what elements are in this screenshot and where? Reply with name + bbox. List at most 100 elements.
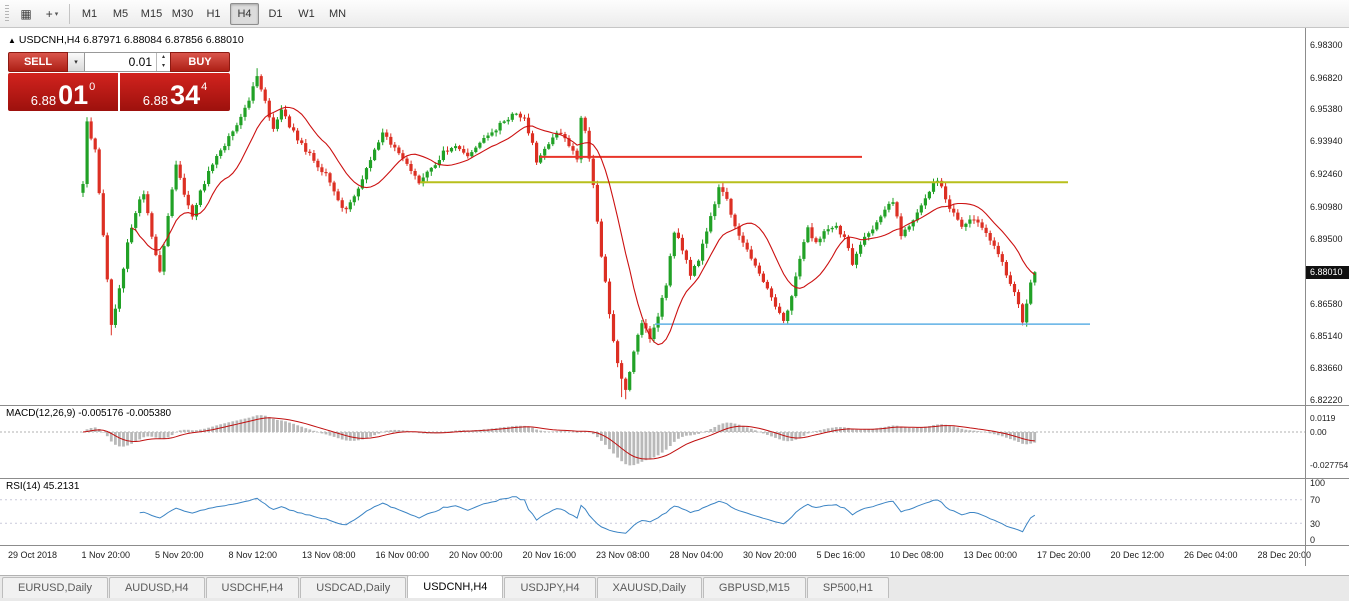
ask-price-sup: 4	[201, 81, 208, 93]
panel-separator[interactable]	[0, 405, 1349, 406]
panel-separator	[0, 545, 1349, 546]
chart-ohlc-title: ▲ USDCNH,H4 6.87971 6.88084 6.87856 6.880…	[8, 34, 244, 46]
panel-separator[interactable]	[0, 478, 1349, 479]
tab-usdcad-daily[interactable]: USDCAD,Daily	[300, 577, 407, 598]
time-label: 10 Dec 08:00	[890, 550, 944, 560]
time-label: 13 Nov 08:00	[302, 550, 356, 560]
volume-down-button[interactable]: ▾	[161, 63, 165, 69]
crosshair-icon[interactable]: + ▾	[39, 2, 65, 25]
bid-quote[interactable]: 6.88 01 0	[8, 73, 118, 111]
time-label: 13 Dec 00:00	[963, 550, 1018, 560]
candlestick-chart[interactable]	[0, 28, 1305, 405]
one-click-trade-widget: SELL ▾ 0.01 ▴ ▾ BUY 6.88 01 0 6.88 34 4	[8, 52, 230, 111]
tab-usdchf-h4[interactable]: USDCHF,H4	[205, 577, 300, 598]
time-label: 26 Dec 04:00	[1184, 550, 1238, 560]
buy-button[interactable]: BUY	[170, 52, 230, 72]
time-label: 29 Oct 2018	[8, 550, 58, 560]
timeframe-button-m30[interactable]: M30	[171, 7, 194, 20]
price-axis-label: 6.90980	[1310, 201, 1343, 212]
toolbar-separator	[69, 3, 70, 24]
volume-dropdown-button[interactable]: ▾	[68, 52, 85, 72]
macd-axis: 0.0119 0.00 -0.027754	[1306, 405, 1349, 478]
tab-sp500-h1[interactable]: SP500,H1	[806, 577, 889, 598]
time-label: 23 Nov 08:00	[596, 550, 650, 560]
price-axis-label: 6.82220	[1310, 395, 1343, 405]
top-toolbar: ▦ + ▾ M1 M5 M15 M30 H1 H4 D1 W1 MN	[0, 0, 1349, 28]
timeframe-button-h1[interactable]: H1	[206, 7, 221, 20]
macd-axis-label: 0.0119	[1310, 412, 1336, 423]
bid-price-sup: 0	[89, 81, 96, 93]
price-chart-panel[interactable]: ▲ USDCNH,H4 6.87971 6.88084 6.87856 6.880…	[0, 28, 1349, 405]
macd-axis-label: -0.027754	[1310, 460, 1349, 470]
tab-usdcnh-h4[interactable]: USDCNH,H4	[407, 575, 504, 598]
time-label: 20 Nov 16:00	[522, 550, 577, 560]
rsi-axis-label: 70	[1310, 495, 1321, 506]
bid-price-small: 6.88	[30, 93, 57, 108]
ask-price-big: 34	[170, 80, 201, 110]
timeframe-button-d1[interactable]: D1	[268, 7, 283, 20]
current-price-tag: 6.88010	[1306, 265, 1349, 279]
timeframe-button-m15[interactable]: M15	[140, 7, 163, 20]
volume-field[interactable]: 0.01 ▴ ▾	[85, 52, 170, 72]
chevron-down-icon: ▾	[54, 10, 59, 18]
price-axis-label: 6.86580	[1310, 298, 1343, 309]
rsi-label: RSI(14) 45.2131	[6, 481, 80, 492]
toolbar-drag-handle[interactable]	[5, 4, 9, 23]
rsi-line	[139, 496, 1036, 534]
time-label: 20 Nov 00:00	[449, 550, 503, 560]
rsi-chart[interactable]	[0, 478, 1305, 545]
timeframe-button-w1[interactable]: W1	[298, 7, 315, 20]
time-label: 1 Nov 20:00	[81, 550, 131, 560]
time-label: 28 Nov 04:00	[669, 550, 724, 560]
bid-price-big: 01	[58, 80, 89, 110]
time-label: 16 Nov 00:00	[375, 550, 430, 560]
timeframe-button-m5[interactable]: M5	[112, 7, 129, 20]
time-axis[interactable]: 29 Oct 2018 1 Nov 20:00 5 Nov 20:00 8 Nov 1…	[0, 546, 1349, 566]
rsi-axis: 100 70 30 0	[1306, 478, 1349, 545]
time-label: 8 Nov 12:00	[228, 550, 278, 560]
macd-chart[interactable]	[0, 405, 1305, 478]
timeframe-button-h4[interactable]: H4	[230, 2, 259, 25]
price-axis-label: 6.96820	[1310, 72, 1343, 83]
tab-gbpusd-m15[interactable]: GBPUSD,M15	[702, 577, 806, 598]
timeframe-button-mn[interactable]: MN	[328, 7, 347, 20]
rsi-axis-label: 30	[1310, 518, 1321, 529]
price-axis-label: 6.95380	[1310, 104, 1343, 115]
rsi-axis-label: 100	[1310, 478, 1326, 488]
tab-audusd-h4[interactable]: AUDUSD,H4	[108, 577, 205, 598]
price-axis-label: 6.83660	[1310, 363, 1343, 374]
time-label: 5 Nov 20:00	[155, 550, 204, 560]
timeframe-button-m1[interactable]: M1	[81, 7, 98, 20]
price-axis-label: 6.85140	[1310, 330, 1343, 341]
axis-separator	[1305, 28, 1306, 566]
ask-price-small: 6.88	[142, 93, 169, 108]
macd-axis-label: 0.00	[1310, 427, 1327, 437]
time-label: 30 Nov 20:00	[743, 550, 797, 560]
tab-xauusd-daily[interactable]: XAUUSD,Daily	[596, 577, 702, 598]
timeframe-group: M1 M5 M15 M30 H1 H4 D1 W1 MN	[74, 2, 353, 25]
macd-label: MACD(12,26,9) -0.005176 -0.005380	[6, 408, 172, 419]
volume-value[interactable]: 0.01	[128, 55, 152, 69]
ohlc-text: USDCNH,H4 6.87971 6.88084 6.87856 6.8801…	[18, 34, 244, 46]
macd-panel[interactable]: MACD(12,26,9) -0.005176 -0.005380 0.0119…	[0, 405, 1349, 478]
chart-window-icon[interactable]: ▦	[13, 2, 39, 25]
price-axis-label: 6.89500	[1310, 234, 1343, 245]
sell-button[interactable]: SELL	[8, 52, 68, 72]
time-label: 5 Dec 16:00	[816, 550, 866, 560]
tab-eurusd-daily[interactable]: EURUSD,Daily	[2, 577, 108, 598]
ask-quote[interactable]: 6.88 34 4	[120, 73, 230, 111]
volume-up-button[interactable]: ▴	[161, 54, 165, 60]
symbol-tab-bar: EURUSD,Daily AUDUSD,H4 USDCHF,H4 USDCAD,Dai…	[0, 575, 1349, 598]
price-axis-label: 6.92460	[1310, 168, 1343, 179]
time-label: 20 Dec 12:00	[1110, 550, 1165, 560]
rsi-axis-label: 0	[1310, 535, 1316, 545]
rsi-panel[interactable]: RSI(14) 45.2131 100 70 30 0	[0, 478, 1349, 545]
window-bottom-edge	[0, 598, 1349, 601]
time-label: 17 Dec 20:00	[1037, 550, 1091, 560]
chevron-down-icon: ▾	[74, 59, 78, 66]
tab-usdjpy-h4[interactable]: USDJPY,H4	[504, 577, 596, 598]
price-axis-label: 6.98300	[1310, 40, 1343, 50]
crosshair-glyph-icon: +	[45, 6, 53, 21]
ma-line	[131, 106, 1036, 346]
macd-signal-line	[82, 417, 1035, 460]
